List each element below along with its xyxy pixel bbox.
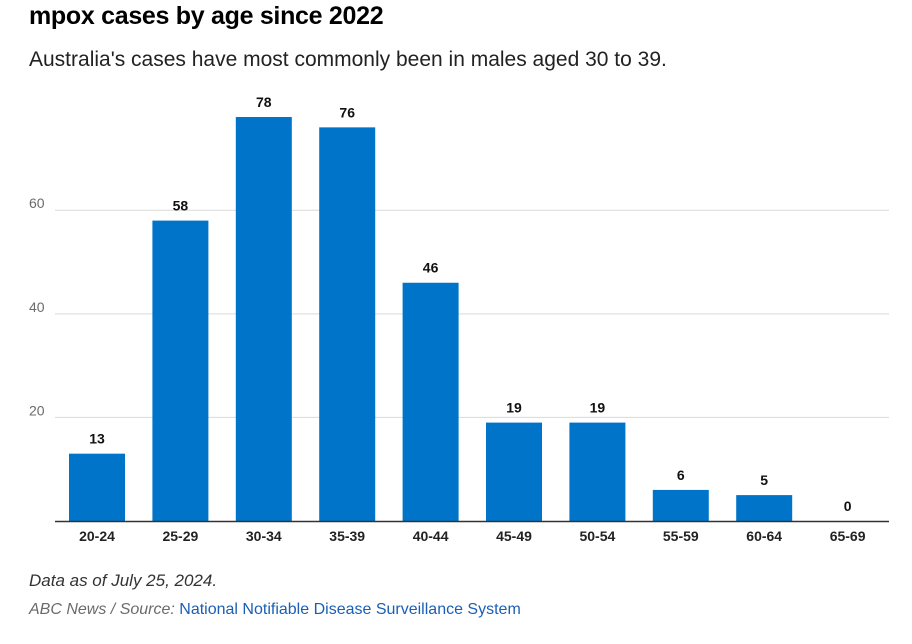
bar-20-24 bbox=[69, 453, 125, 521]
x-tick-label: 40-44 bbox=[413, 528, 449, 544]
data-date-note: Data as of July 25, 2024. bbox=[29, 571, 218, 590]
x-tick-label: 65-69 bbox=[830, 528, 866, 544]
bar-50-54 bbox=[569, 422, 626, 521]
bar-25-29 bbox=[152, 220, 209, 522]
data-label: 6 bbox=[677, 467, 685, 483]
x-tick-label: 45-49 bbox=[496, 528, 532, 544]
x-tick-label: 55-59 bbox=[663, 528, 699, 544]
chart-title: mpox cases by age since 2022 bbox=[29, 2, 384, 30]
bar-55-59 bbox=[652, 489, 709, 521]
y-tick-label: 40 bbox=[29, 299, 45, 315]
bar-60-64 bbox=[736, 495, 793, 521]
x-tick-label: 60-64 bbox=[746, 528, 782, 544]
data-label: 0 bbox=[844, 498, 852, 514]
x-tick-label: 35-39 bbox=[329, 528, 365, 544]
data-label: 76 bbox=[339, 104, 355, 120]
bar-35-39 bbox=[319, 127, 376, 521]
data-label: 5 bbox=[760, 472, 768, 488]
y-tick-label: 20 bbox=[29, 402, 45, 418]
data-label: 19 bbox=[590, 400, 606, 416]
bar-40-44 bbox=[402, 282, 459, 521]
bar-45-49 bbox=[486, 422, 542, 521]
bar-chart: 2040601320-245825-297830-347635-394640-4… bbox=[29, 94, 889, 544]
x-tick-label: 30-34 bbox=[246, 528, 282, 544]
chart-subtitle: Australia's cases have most commonly bee… bbox=[29, 48, 667, 71]
data-label: 58 bbox=[173, 198, 189, 214]
data-label: 46 bbox=[423, 260, 439, 276]
data-label: 78 bbox=[256, 94, 272, 110]
source-link[interactable]: National Notifiable Disease Surveillance… bbox=[179, 601, 521, 618]
data-label: 13 bbox=[89, 431, 105, 447]
x-tick-label: 25-29 bbox=[162, 528, 198, 544]
x-tick-label: 50-54 bbox=[579, 528, 615, 544]
data-label: 19 bbox=[506, 400, 522, 416]
source-prefix: ABC News / Source: bbox=[29, 601, 175, 618]
x-tick-label: 20-24 bbox=[79, 528, 115, 544]
source-line: ABC News / Source: National Notifiable D… bbox=[29, 601, 521, 619]
y-tick-label: 60 bbox=[29, 195, 45, 211]
bar-30-34 bbox=[235, 117, 292, 521]
